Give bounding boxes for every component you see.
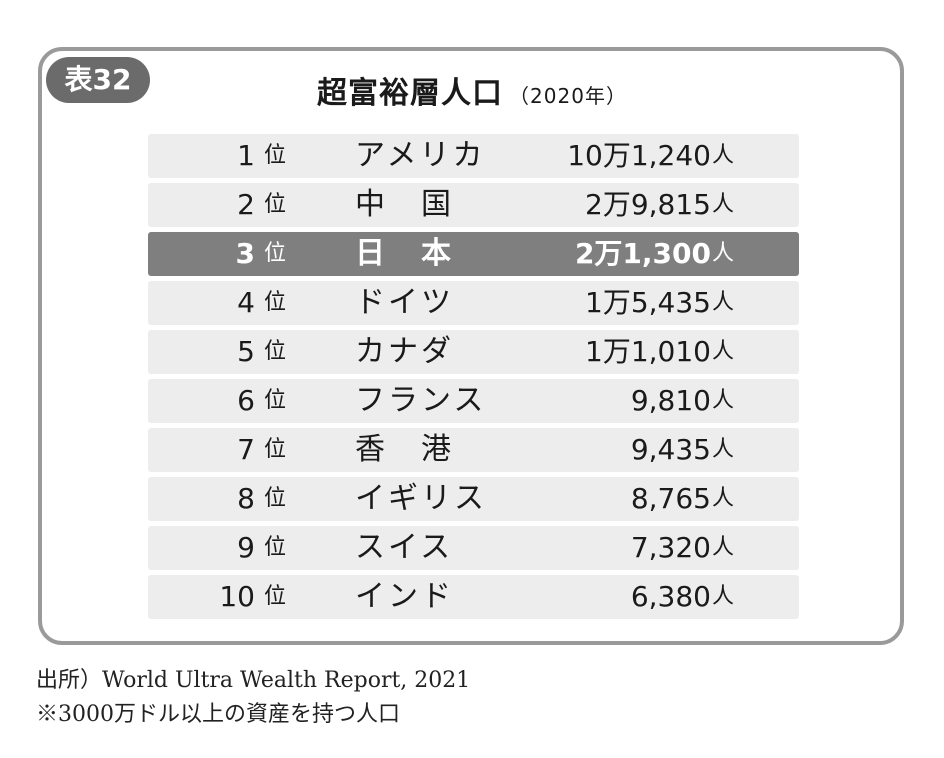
source-note: 出所）World Ultra Wealth Report, 2021 xyxy=(36,668,471,693)
table-row: 8 位 イギリス 8,765 人 xyxy=(148,477,799,521)
population-value: 8,765 xyxy=(630,482,711,515)
country-name: 香 港 xyxy=(355,432,454,467)
population-unit: 人 xyxy=(712,192,735,217)
rank-unit: 位 xyxy=(264,143,287,168)
rank-unit: 位 xyxy=(264,339,287,364)
country-name: 中 国 xyxy=(355,187,454,222)
rank-number: 6 xyxy=(237,384,255,417)
population-unit: 人 xyxy=(712,486,735,511)
rank-number: 9 xyxy=(237,531,255,564)
table-row: 9 位 スイス 7,320 人 xyxy=(148,526,799,570)
footnotes: 出所）World Ultra Wealth Report, 2021 ※3000… xyxy=(36,664,470,732)
population-value: 1万5,435 xyxy=(585,286,711,319)
country-name: 日 本 xyxy=(355,236,454,271)
population-unit: 人 xyxy=(712,584,735,609)
rank-number: 8 xyxy=(237,482,255,515)
table-row: 5 位 カナダ 1万1,010 人 xyxy=(148,330,799,374)
rank-number: 4 xyxy=(237,286,255,319)
population-unit: 人 xyxy=(712,388,735,413)
population-unit: 人 xyxy=(712,535,735,560)
asset-note: ※3000万ドル以上の資産を持つ人口 xyxy=(36,702,400,727)
country-name: カナダ xyxy=(355,334,454,369)
population-value: 2万1,300 xyxy=(574,237,711,270)
rank-number: 3 xyxy=(235,237,255,270)
population-unit: 人 xyxy=(712,339,735,364)
population-value: 1万1,010 xyxy=(585,335,711,368)
rank-unit: 位 xyxy=(264,437,287,462)
population-value: 7,320 xyxy=(630,531,711,564)
rank-number: 10 xyxy=(219,580,255,613)
country-name: フランス xyxy=(355,383,487,418)
rank-unit: 位 xyxy=(264,388,287,413)
population-unit: 人 xyxy=(712,241,735,266)
population-value: 6,380 xyxy=(630,580,711,613)
country-name: イギリス xyxy=(355,481,487,516)
rank-number: 1 xyxy=(237,139,255,172)
population-value: 10万1,240 xyxy=(567,139,711,172)
table-row: 1 位 アメリカ 10万1,240 人 xyxy=(148,134,799,178)
title-year: （2020年） xyxy=(509,84,627,108)
country-name: ドイツ xyxy=(355,285,454,320)
population-value: 9,435 xyxy=(630,433,711,466)
rank-number: 2 xyxy=(237,188,255,221)
rank-unit: 位 xyxy=(264,535,287,560)
table-row: 10 位 インド 6,380 人 xyxy=(148,575,799,619)
rank-unit: 位 xyxy=(264,192,287,217)
population-unit: 人 xyxy=(712,437,735,462)
table-row: 4 位 ドイツ 1万5,435 人 xyxy=(148,281,799,325)
rank-number: 7 xyxy=(237,433,255,466)
country-name: アメリカ xyxy=(355,138,486,173)
country-name: インド xyxy=(355,579,454,614)
country-name: スイス xyxy=(355,530,454,565)
population-unit: 人 xyxy=(712,290,735,315)
rank-unit: 位 xyxy=(264,584,287,609)
table-title: 超富裕層人口 （2020年） xyxy=(0,68,944,112)
rank-unit: 位 xyxy=(264,290,287,315)
rank-number: 5 xyxy=(237,335,255,368)
population-value: 2万9,815 xyxy=(585,188,711,221)
rank-unit: 位 xyxy=(264,241,287,266)
table-row: 6 位 フランス 9,810 人 xyxy=(148,379,799,423)
rank-unit: 位 xyxy=(264,486,287,511)
population-unit: 人 xyxy=(712,143,735,168)
population-value: 9,810 xyxy=(630,384,711,417)
table-number-badge: 表32 xyxy=(46,57,150,103)
title-text: 超富裕層人口 xyxy=(317,76,504,111)
